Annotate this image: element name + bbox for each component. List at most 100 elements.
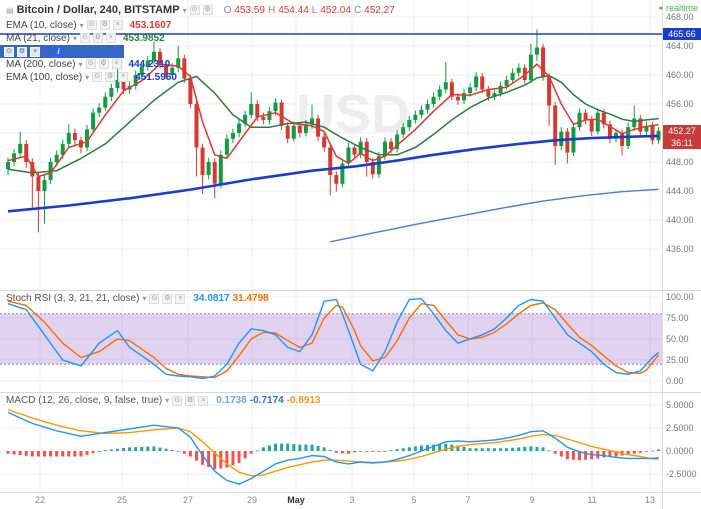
axis-tick: 100.00 <box>666 292 694 302</box>
axis-tick: 2.5000 <box>666 423 694 433</box>
axis-tick: 25.00 <box>666 355 689 365</box>
time-axis[interactable]: 22 25 27 29 May 3 5 7 9 11 13 <box>0 492 662 509</box>
gear-icon[interactable]: ⚙ <box>202 5 213 15</box>
ohlc-readout: O 453.59 H 454.44 L 452.04 C 452.27 <box>224 5 395 16</box>
close-icon[interactable]: × <box>112 20 123 30</box>
chevron-down-icon[interactable]: ▾ <box>142 294 147 303</box>
time-tick: 29 <box>246 495 257 505</box>
macd-title: MACD (12, 26, close, 9, false, true) <box>6 395 163 406</box>
panel-separator[interactable] <box>0 392 701 393</box>
realtime-dot-icon: ● <box>658 4 663 12</box>
close-icon[interactable]: × <box>111 59 122 69</box>
close-icon[interactable]: × <box>175 293 186 304</box>
eye-icon[interactable]: ⊙ <box>4 46 14 57</box>
time-tick: 13 <box>644 495 655 505</box>
chevron-down-icon[interactable]: ▾ <box>72 33 77 43</box>
stoch-rsi-header[interactable]: Stoch RSI (3, 3, 21, 21, close) ▾ ⊙ ⚙ × … <box>6 293 269 304</box>
chevron-down-icon[interactable]: ▾ <box>182 5 187 15</box>
axis-tick: 444.00 <box>666 186 694 196</box>
hline-price-badge[interactable]: 465.66 <box>663 27 701 40</box>
close-label: C <box>353 4 362 16</box>
chevron-down-icon[interactable]: ▾ <box>85 72 90 82</box>
gear-icon[interactable]: ⚙ <box>162 293 173 304</box>
realtime-status: ● realtime <box>659 3 698 13</box>
chevron-down-icon[interactable]: ▾ <box>165 396 170 405</box>
time-tick: 5 <box>411 495 417 505</box>
macd-hist-value: 0.1738 <box>216 395 247 406</box>
candles-layer <box>6 29 661 233</box>
stoch-d-value: 31.4798 <box>232 293 269 304</box>
price-axis[interactable]: 465.66 452.27 36:11 468.00 464.00 460.00 45… <box>662 0 701 509</box>
eye-icon[interactable]: ⊙ <box>79 33 90 43</box>
stoch-k-line <box>7 297 660 380</box>
macd-line-value: -0.7174 <box>249 395 284 406</box>
time-tick: 3 <box>349 495 355 505</box>
time-tick: 25 <box>116 495 127 505</box>
axis-tick: 456.00 <box>666 99 694 109</box>
chevron-down-icon[interactable]: ▾ <box>79 20 84 30</box>
eye-icon[interactable]: ⊙ <box>189 5 200 15</box>
indicator-label: EMA (10, close) <box>6 19 77 31</box>
close-icon[interactable]: × <box>118 72 129 82</box>
close-icon[interactable]: × <box>198 395 209 406</box>
axis-tick: -2.5000 <box>666 469 697 479</box>
indicator-value: 444.2310 <box>128 58 171 70</box>
eye-icon[interactable]: ⊙ <box>172 395 183 406</box>
macd-canvas[interactable] <box>0 392 662 492</box>
gear-icon[interactable]: ⚙ <box>98 59 109 69</box>
low-label: L <box>311 4 318 16</box>
stoch-k-value: 34.0817 <box>193 293 230 304</box>
chevron-down-icon[interactable]: ▾ <box>78 59 83 69</box>
open-label: O <box>223 4 232 16</box>
eye-icon[interactable]: ⊙ <box>92 72 103 82</box>
indicator-row-ma200[interactable]: MA (200, close) ▾ ⊙ ⚙ × 444.2310 <box>6 58 170 70</box>
indicator-label: EMA (100, close) <box>6 71 83 83</box>
high-value: 454.44 <box>278 4 309 16</box>
gear-icon[interactable]: ⚙ <box>17 46 27 57</box>
chart-type-icon[interactable]: ▤ <box>6 5 14 15</box>
close-icon[interactable]: × <box>30 46 40 57</box>
realtime-label: realtime <box>665 3 698 13</box>
gear-icon[interactable]: ⚙ <box>185 395 196 406</box>
indicator-row-ema100[interactable]: EMA (100, close) ▾ ⊙ ⚙ × 451.5960 <box>6 71 177 83</box>
time-tick: 7 <box>465 495 471 505</box>
info-icon[interactable]: i <box>53 46 64 57</box>
stoch-rsi-canvas[interactable] <box>0 290 662 392</box>
gear-icon[interactable]: ⚙ <box>99 20 110 30</box>
macd-line <box>7 411 659 485</box>
axis-tick: 448.00 <box>666 157 694 167</box>
time-tick: 22 <box>34 495 45 505</box>
overlay-ma21 <box>7 74 659 174</box>
low-value: 452.04 <box>320 4 351 16</box>
axis-tick: 5.0000 <box>666 400 694 410</box>
close-icon[interactable]: × <box>105 33 116 43</box>
indicator-row-ema10[interactable]: EMA (10, close) ▾ ⊙ ⚙ × 453.1607 <box>6 19 171 31</box>
indicator-value: 451.5960 <box>135 71 177 83</box>
indicator-label: MA (21, close) <box>6 32 70 44</box>
close-value: 452.27 <box>364 4 395 16</box>
indicator-row-selected[interactable]: ⊙ ⚙ × i <box>0 45 124 58</box>
indicator-value: 453.9852 <box>122 32 165 44</box>
macd-header[interactable]: MACD (12, 26, close, 9, false, true) ▾ ⊙… <box>6 395 321 406</box>
chart-header: ▤ Bitcoin / Dollar, 240, BITSTAMP ▾ ⊙ ⚙ … <box>6 3 395 17</box>
open-value: 453.59 <box>234 4 265 16</box>
indicator-value: 453.1607 <box>129 19 172 31</box>
gear-icon[interactable]: ⚙ <box>92 33 103 43</box>
axis-tick: 75.00 <box>666 313 689 323</box>
macd-signal-value: -0.8913 <box>286 395 321 406</box>
svg-text:USD: USD <box>296 84 410 144</box>
symbol-title[interactable]: Bitcoin / Dollar, 240, BITSTAMP <box>16 4 180 16</box>
indicator-row-ma21[interactable]: MA (21, close) ▾ ⊙ ⚙ × 453.9852 <box>6 32 165 44</box>
panel-separator[interactable] <box>0 290 701 291</box>
main-price-chart-canvas[interactable]: USD <box>0 0 662 290</box>
last-price-badge: 452.27 <box>663 125 701 138</box>
eye-icon[interactable]: ⊙ <box>85 59 96 69</box>
gear-icon[interactable]: ⚙ <box>105 72 116 82</box>
time-tick: 9 <box>529 495 535 505</box>
indicator-label: MA (200, close) <box>6 58 76 70</box>
eye-icon[interactable]: ⊙ <box>86 20 97 30</box>
eye-icon[interactable]: ⊙ <box>149 293 160 304</box>
axis-tick: 440.00 <box>666 215 694 225</box>
axis-tick: 50.00 <box>666 334 689 344</box>
